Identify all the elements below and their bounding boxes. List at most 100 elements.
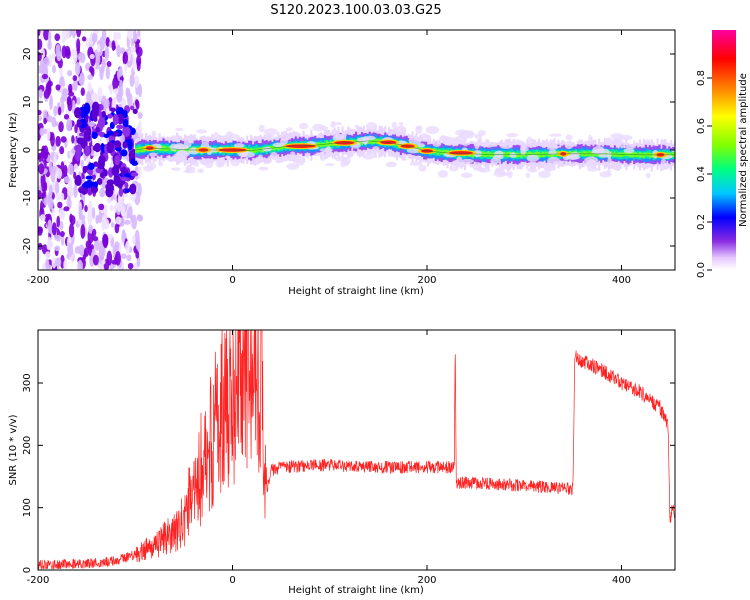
spectrogram-scatter-blob (565, 161, 580, 167)
spectrogram-noise-blob (135, 40, 140, 54)
spectrogram-band-green (520, 152, 523, 159)
spectrogram-noise-blob (55, 168, 63, 180)
spectrogram-cluster-blob (76, 137, 84, 144)
spectrogram-x-tick-label: 200 (417, 275, 436, 286)
spectrogram-scatter-blob (526, 154, 539, 162)
spectrogram-band-green (255, 148, 258, 153)
spectrogram-scatter-blob (241, 151, 255, 158)
spectrogram-scatter-blob (270, 151, 278, 158)
spectrogram-cluster-blob (117, 107, 125, 116)
spectrogram-noise-blob (99, 36, 106, 51)
spectrogram-noise-blob (48, 160, 53, 174)
spectrogram-y-tick-label: 0 (22, 147, 33, 153)
spectrogram-noise-blob (129, 74, 135, 87)
colorbar-tick-label: 0.0 (696, 262, 707, 278)
spectrogram-band-green (489, 152, 492, 158)
spectrogram-noise-blob (120, 253, 127, 260)
spectrogram-band-green (137, 147, 140, 153)
spectrogram-cluster-blob (79, 118, 87, 129)
spectrogram-band-green (183, 147, 187, 153)
spectrogram-cluster-blob (122, 141, 128, 149)
spectrogram-scatter-blob (454, 161, 468, 168)
spectrogram-noise-blob (68, 223, 75, 238)
spectrogram-cluster-blob (106, 179, 115, 186)
spectrogram-cluster-blob (82, 165, 88, 174)
spectrogram-scatter-blob (362, 153, 375, 160)
spectrogram-axes: -200 0 200 400 -20 -10 0 10 20 (22, 30, 675, 286)
spectrogram-band-green (631, 152, 634, 158)
spectrogram-band-green (535, 151, 539, 157)
spectrogram-band-green (438, 149, 441, 154)
spectrogram-noise-blob (45, 251, 51, 260)
spectrogram-scatter-blob (408, 136, 422, 146)
spectrogram-noise-blob (116, 32, 122, 40)
spectrogram-noise-blob (47, 236, 52, 246)
spectrogram-cluster-blob (73, 107, 82, 119)
spectrogram-scatter-blob (526, 167, 538, 173)
spectrogram-scatter-blob (548, 149, 557, 156)
spectrogram-noise-blob (132, 57, 136, 72)
spectrogram-band-green (485, 152, 488, 158)
spectrogram-noise-blob (38, 173, 41, 187)
spectrogram-scatter-blob (319, 148, 333, 153)
spectrogram-noise-blob (113, 74, 118, 80)
spectrogram-scatter-blob (659, 162, 671, 170)
spectrogram-cluster-blob (130, 105, 135, 111)
spectrogram-noise-blob (113, 88, 119, 95)
spectrogram-x-tick-label: 0 (229, 275, 235, 286)
spectrogram-scatter-blob (418, 164, 427, 172)
spectrogram-band-green (277, 145, 280, 151)
spectrogram-band-green (320, 143, 323, 148)
spectrogram-scatter-blob (490, 158, 501, 164)
spectrogram-scatter-blob (598, 153, 610, 158)
spectrogram-band-green (141, 146, 144, 153)
spectrogram-cluster-blob (96, 177, 103, 185)
spectrogram-noise-blob (112, 77, 119, 91)
spectrogram-scatter-blob (365, 135, 376, 141)
spectrogram-noise-blob (109, 204, 114, 212)
spectrogram-noise-blob (73, 183, 78, 198)
spectrogram-noise-blob (43, 30, 50, 41)
spectrogram-noise-blob (88, 242, 92, 256)
spectrogram-noise-blob (66, 117, 73, 132)
colorbar: 0.0 0.2 0.4 0.6 0.8 Normalized spectral ampl… (696, 30, 749, 278)
spectrogram-scatter-blob (422, 134, 432, 140)
spectrogram-scatter-blob (645, 172, 651, 179)
spectrogram-noise-blob (38, 65, 42, 74)
spectrogram-scatter-blob (143, 165, 155, 172)
spectrogram-noise-blob (53, 105, 58, 117)
spectrogram-noise-blob (76, 30, 82, 38)
spectrogram-scatter-blob (440, 135, 446, 141)
spectrogram-band-green (625, 151, 628, 157)
spectrogram-noise-blob (63, 113, 70, 120)
spectrogram-band-green (329, 140, 332, 146)
spectrogram-noise-blob (86, 90, 92, 103)
spectrogram-scatter-blob (331, 122, 343, 126)
spectrogram-scatter-blob (498, 172, 511, 176)
spectrogram-scatter-blob (213, 131, 219, 140)
spectrogram-noise-blob (83, 247, 90, 257)
snr-plot-area (38, 330, 675, 570)
spectrogram-cluster-blob (76, 121, 83, 127)
spectrogram-noise-blob (119, 79, 124, 91)
spectrogram-noise-blob (87, 210, 93, 225)
spectrogram-noise-blob (60, 96, 65, 104)
spectrogram-band-green (516, 152, 519, 158)
spectrogram-noise-blob (38, 226, 43, 236)
spectrogram-noise-blob (81, 36, 87, 42)
snr-y-axis-label: SNR (10 * v/v) (8, 414, 19, 485)
spectrogram-scatter-blob (367, 150, 379, 154)
spectrogram-scatter-blob (474, 142, 480, 150)
spectrogram-scatter-blob (625, 144, 636, 150)
spectrogram-scatter-blob (175, 127, 184, 132)
spectrogram-band-green (615, 152, 618, 157)
spectrogram-band-green (596, 152, 599, 157)
spectrogram-noise-blob (51, 53, 56, 60)
spectrogram-cluster-blob (93, 142, 102, 153)
spectrogram-noise-blob (38, 89, 43, 99)
spectrogram-noise-blob (116, 201, 122, 213)
spectrogram-cluster-blob (125, 188, 131, 193)
spectrogram-band-green (185, 147, 188, 152)
spectrogram-band-green (491, 153, 494, 157)
spectrogram-scatter-blob (264, 134, 274, 139)
